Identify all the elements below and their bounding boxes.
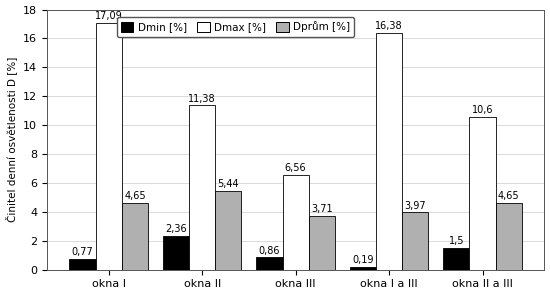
Bar [215,191,241,270]
Bar [470,117,496,270]
Bar [496,202,522,270]
Text: 4,65: 4,65 [124,191,146,201]
Bar [189,105,215,270]
Text: 2,36: 2,36 [165,224,187,234]
Text: 0,77: 0,77 [72,247,94,257]
Text: 3,97: 3,97 [404,201,426,211]
Bar [402,212,428,270]
Text: 6,56: 6,56 [285,163,306,173]
Bar [96,23,122,270]
Bar [376,33,402,270]
Bar [443,248,470,270]
Legend: Dmin [%], Dmax [%], Dprům [%]: Dmin [%], Dmax [%], Dprům [%] [117,17,354,37]
Bar [309,216,335,270]
Bar [69,259,96,270]
Text: 5,44: 5,44 [218,179,239,189]
Text: 16,38: 16,38 [375,21,403,31]
Text: 0,86: 0,86 [258,245,280,255]
Bar [283,175,309,270]
Text: 4,65: 4,65 [498,191,520,201]
Bar [256,257,283,270]
Text: 17,09: 17,09 [95,11,123,21]
Bar [122,202,148,270]
Text: 3,71: 3,71 [311,204,333,214]
Text: 10,6: 10,6 [472,105,493,115]
Text: 11,38: 11,38 [189,94,216,104]
Bar [350,267,376,270]
Text: 1,5: 1,5 [449,236,464,246]
Text: 0,19: 0,19 [352,255,373,265]
Bar [163,236,189,270]
Y-axis label: Činitel denní osvětlenosti D [%]: Činitel denní osvětlenosti D [%] [6,57,18,222]
